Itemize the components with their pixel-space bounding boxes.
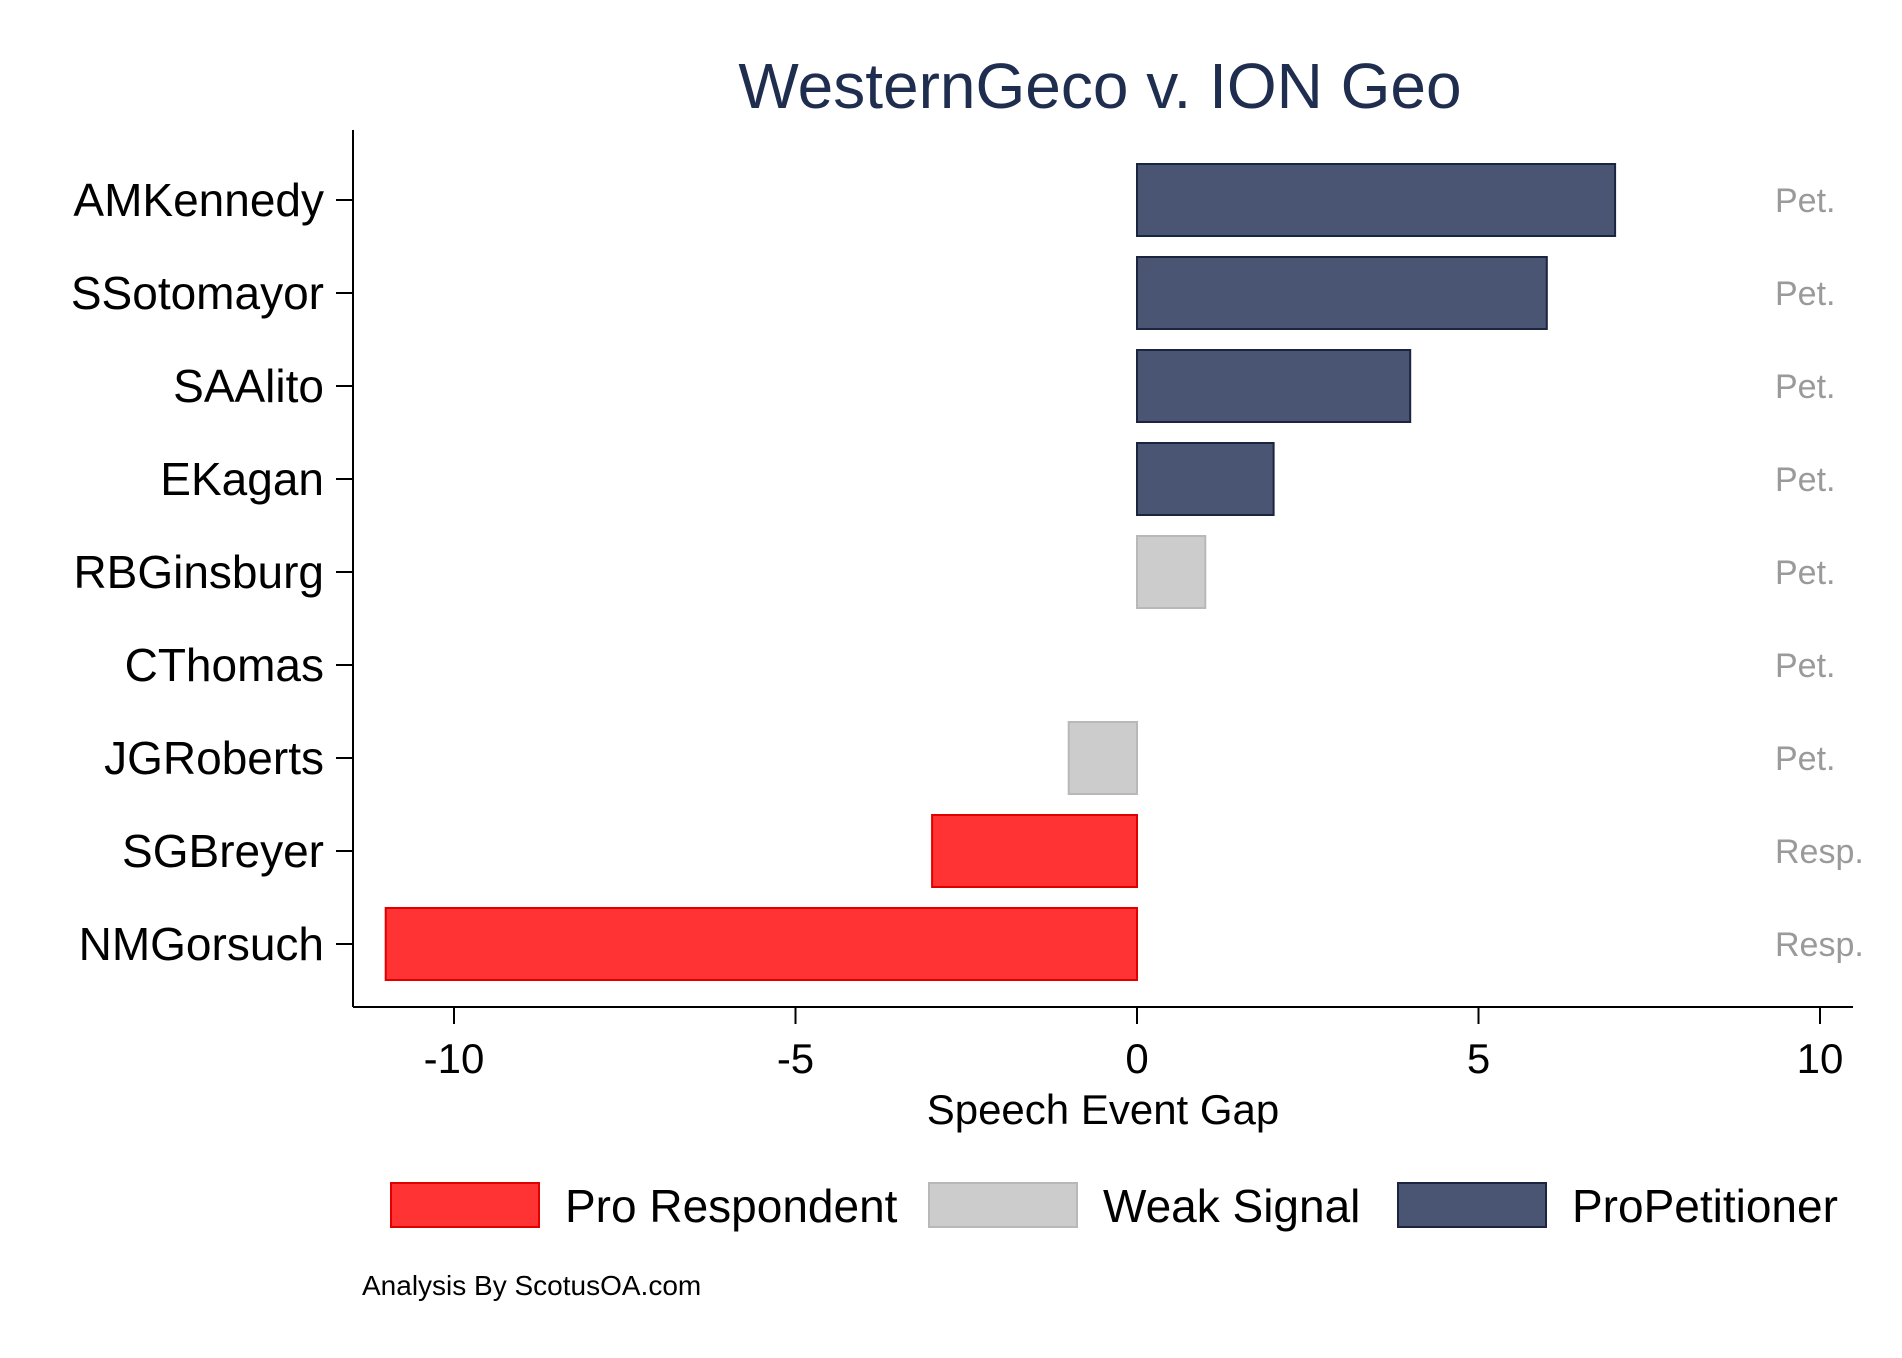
x-tick-label: -5 [777,1035,814,1082]
bar-saalito [1136,349,1412,423]
x-tick-label: 5 [1467,1035,1490,1082]
justice-label: SGBreyer [122,825,324,877]
credit-text: Analysis By ScotusOA.com [362,1270,701,1301]
chart-title: WesternGeco v. ION Geo [738,50,1461,122]
side-label: Resp. [1775,926,1864,964]
bar-nmgorsuch [384,907,1138,981]
justice-label: CThomas [125,639,324,691]
justice-label: EKagan [160,453,324,505]
side-label: Pet. [1775,461,1835,499]
justice-label: JGRoberts [104,732,324,784]
x-axis-title: Speech Event Gap [927,1086,1280,1133]
legend-label: Pro Respondent [565,1180,898,1232]
plot-area: AMKennedy SSotomayor SAAlito EKagan RBGinsbu… [71,130,1864,1082]
bar-sgbreyer [931,814,1138,888]
legend: Pro Respondent Weak Signal ProPetitioner [390,1180,1838,1232]
side-label: Pet. [1775,275,1835,313]
legend-swatch-pro-respondent [390,1182,540,1228]
legend-swatch-weak-signal [928,1182,1078,1228]
legend-label: Weak Signal [1103,1180,1360,1232]
bar-ssotomayor [1136,256,1548,330]
justice-label: SAAlito [173,360,324,412]
bar-rbginsburg [1136,535,1207,609]
x-tick-label: 0 [1125,1035,1148,1082]
bars-group [384,163,1617,981]
x-tick-label: 10 [1797,1035,1844,1082]
justice-label: RBGinsburg [73,546,324,598]
justice-label: NMGorsuch [79,918,324,970]
justice-label: AMKennedy [73,174,324,226]
bar-ekagan [1136,442,1275,516]
legend-swatch-pro-petitioner [1397,1182,1547,1228]
legend-label: ProPetitioner [1572,1180,1838,1232]
bar-jgroberts [1067,721,1138,795]
side-label: Pet. [1775,740,1835,778]
bar-amkennedy [1136,163,1617,237]
side-label: Pet. [1775,647,1835,685]
side-label: Resp. [1775,833,1864,871]
x-tick-label: -10 [424,1035,485,1082]
side-labels-group: Pet. Pet. Pet. Pet. Pet. Pet. Pet. Resp. Resp. [1775,182,1864,964]
side-label: Pet. [1775,182,1835,220]
side-label: Pet. [1775,554,1835,592]
x-ticks-group: -10 -5 0 5 10 [424,1007,1844,1082]
y-ticks-group: AMKennedy SSotomayor SAAlito EKagan RBGinsbu… [71,174,353,970]
side-label: Pet. [1775,368,1835,406]
justice-label: SSotomayor [71,267,324,319]
